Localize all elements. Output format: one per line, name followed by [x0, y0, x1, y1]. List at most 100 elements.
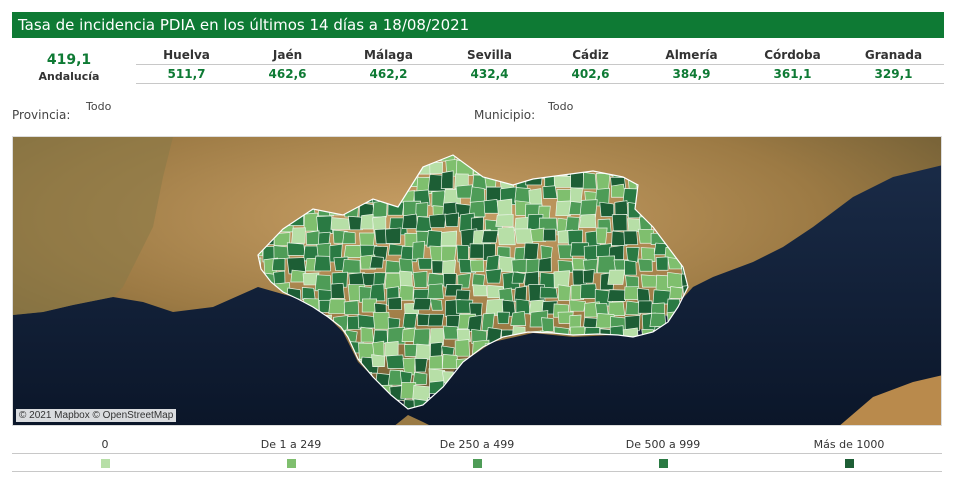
- municipio-select[interactable]: Todo: [548, 100, 574, 113]
- municipality-area[interactable]: [553, 175, 573, 188]
- map-canvas[interactable]: [13, 137, 942, 426]
- municipality-area[interactable]: [538, 257, 552, 272]
- municipality-area[interactable]: [343, 300, 360, 315]
- municipality-area[interactable]: [511, 271, 526, 284]
- municipality-area[interactable]: [524, 271, 540, 287]
- municipality-area[interactable]: [385, 260, 402, 274]
- municipality-area[interactable]: [428, 355, 443, 370]
- province-name[interactable]: Málaga: [364, 48, 413, 62]
- municipality-area[interactable]: [607, 289, 626, 302]
- municipality-area[interactable]: [291, 227, 306, 244]
- municipality-area[interactable]: [495, 214, 514, 227]
- municipality-area[interactable]: [369, 283, 386, 302]
- municipality-area[interactable]: [510, 310, 527, 326]
- municipality-area[interactable]: [608, 301, 626, 316]
- municipality-area[interactable]: [385, 354, 406, 369]
- municipality-area[interactable]: [523, 242, 539, 260]
- province-name[interactable]: Sevilla: [466, 48, 513, 62]
- municipality-area[interactable]: [637, 258, 653, 272]
- municipality-area[interactable]: [440, 230, 458, 247]
- municipality-area[interactable]: [314, 274, 332, 292]
- municipality-area[interactable]: [303, 212, 319, 232]
- municipality-area[interactable]: [384, 341, 399, 357]
- municipality-area[interactable]: [511, 258, 528, 273]
- municipality-area[interactable]: [427, 283, 444, 299]
- municipality-area[interactable]: [416, 176, 432, 194]
- municipality-area[interactable]: [372, 311, 391, 330]
- municipality-area[interactable]: [411, 241, 426, 260]
- municipality-area[interactable]: [412, 371, 428, 385]
- municipality-area[interactable]: [614, 200, 629, 217]
- municipality-area[interactable]: [440, 170, 454, 189]
- municipality-area[interactable]: [412, 297, 432, 311]
- legend-swatch[interactable]: [472, 459, 482, 468]
- municipality-area[interactable]: [360, 326, 375, 343]
- municipality-area[interactable]: [271, 258, 286, 271]
- municipality-area[interactable]: [444, 212, 460, 227]
- municipality-area[interactable]: [359, 232, 376, 248]
- municipality-area[interactable]: [596, 172, 611, 190]
- legend-swatch[interactable]: [286, 459, 296, 468]
- municipality-area[interactable]: [455, 184, 473, 199]
- municipality-area[interactable]: [401, 213, 418, 230]
- municipality-area[interactable]: [313, 255, 332, 272]
- municipality-area[interactable]: [557, 284, 571, 301]
- municipality-area[interactable]: [469, 186, 486, 203]
- municipality-area[interactable]: [655, 256, 669, 271]
- province-name[interactable]: Jaén: [272, 48, 303, 62]
- municipality-area[interactable]: [640, 274, 659, 288]
- municipality-area[interactable]: [342, 259, 361, 274]
- municipality-area[interactable]: [384, 273, 403, 290]
- municipality-area[interactable]: [387, 297, 402, 310]
- municipality-area[interactable]: [457, 273, 472, 289]
- municipality-area[interactable]: [415, 202, 429, 218]
- municipality-area[interactable]: [361, 298, 378, 313]
- municipality-area[interactable]: [555, 200, 571, 217]
- municipality-area[interactable]: [539, 286, 558, 299]
- municipality-area[interactable]: [640, 247, 656, 262]
- municipality-area[interactable]: [398, 284, 414, 301]
- municipality-area[interactable]: [414, 358, 428, 373]
- municipality-area[interactable]: [569, 187, 583, 204]
- municipality-area[interactable]: [330, 282, 345, 299]
- municipality-area[interactable]: [623, 230, 639, 245]
- municipality-area[interactable]: [428, 213, 447, 228]
- municipality-area[interactable]: [330, 217, 351, 230]
- province-name[interactable]: Almería: [665, 48, 718, 62]
- municipality-area[interactable]: [530, 227, 547, 242]
- province-name[interactable]: Córdoba: [764, 48, 821, 62]
- municipality-area[interactable]: [542, 185, 558, 199]
- municipality-area[interactable]: [483, 199, 500, 214]
- municipality-area[interactable]: [557, 259, 574, 273]
- incidence-map[interactable]: © 2021 Mapbox © OpenStreetMap: [12, 136, 942, 426]
- municipality-area[interactable]: [412, 270, 428, 288]
- legend-swatch[interactable]: [844, 459, 854, 468]
- municipality-area[interactable]: [371, 354, 386, 367]
- municipality-area[interactable]: [357, 314, 376, 329]
- municipality-area[interactable]: [496, 311, 510, 325]
- municipality-area[interactable]: [542, 228, 557, 242]
- municipality-area[interactable]: [578, 213, 597, 228]
- municipality-area[interactable]: [469, 259, 485, 272]
- province-name[interactable]: Huelva: [163, 48, 210, 62]
- municipality-area[interactable]: [472, 284, 488, 297]
- municipality-area[interactable]: [553, 270, 571, 288]
- province-name[interactable]: Cádiz: [572, 48, 609, 62]
- map-attribution[interactable]: © 2021 Mapbox © OpenStreetMap: [16, 409, 177, 422]
- municipality-area[interactable]: [290, 269, 306, 283]
- municipality-area[interactable]: [514, 228, 534, 244]
- municipality-area[interactable]: [286, 242, 306, 256]
- municipality-area[interactable]: [427, 313, 445, 327]
- municipality-area[interactable]: [625, 275, 639, 289]
- municipality-area[interactable]: [528, 188, 543, 207]
- municipality-area[interactable]: [624, 259, 637, 276]
- province-name[interactable]: Granada: [864, 48, 923, 62]
- municipality-area[interactable]: [399, 270, 413, 288]
- municipality-area[interactable]: [607, 269, 626, 285]
- municipality-area[interactable]: [485, 254, 500, 271]
- municipality-area[interactable]: [497, 226, 516, 246]
- legend-swatch[interactable]: [658, 459, 668, 468]
- municipality-area[interactable]: [541, 317, 554, 332]
- municipality-area[interactable]: [485, 268, 502, 284]
- municipality-area[interactable]: [301, 286, 316, 300]
